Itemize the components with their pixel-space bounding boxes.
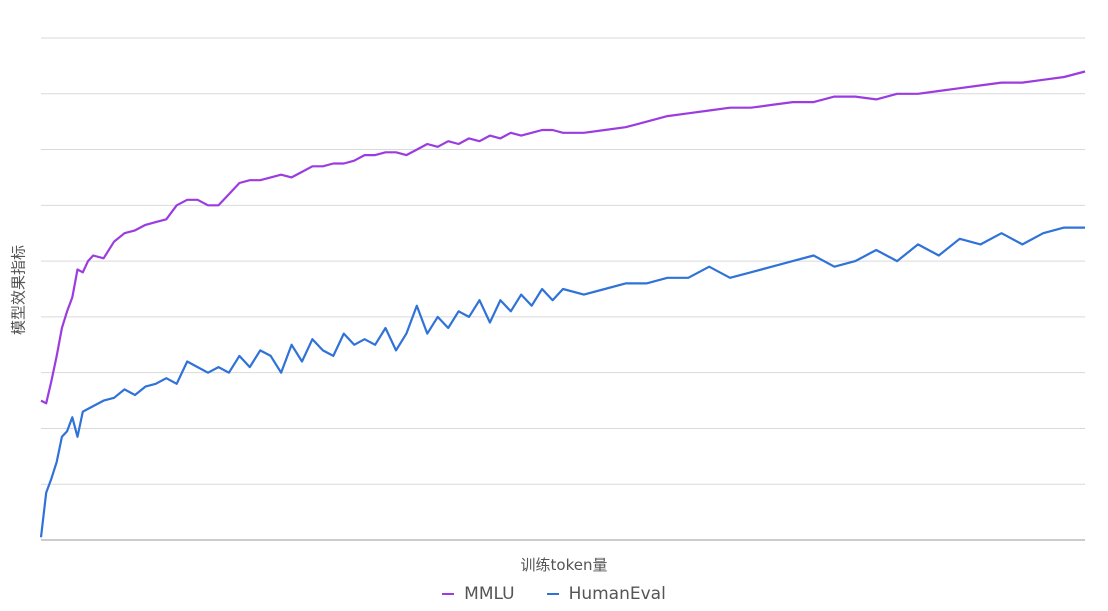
x-axis-title: 训练token量: [520, 556, 608, 574]
series-line-humaneval: [39, 226, 1085, 538]
legend-item-mmlu[interactable]: MMLU: [442, 584, 515, 604]
legend: MMLU HumanEval: [0, 584, 1108, 604]
legend-label-mmlu: MMLU: [464, 584, 515, 604]
series-line-mmlu: [40, 70, 1086, 405]
y-axis-title: 模型效果指标: [9, 244, 28, 336]
gridlines: [41, 37, 1085, 485]
series-layer: [39, 70, 1086, 538]
legend-item-humaneval[interactable]: HumanEval: [546, 584, 666, 604]
legend-swatch-mmlu: [442, 593, 455, 595]
legend-label-humaneval: HumanEval: [568, 584, 666, 604]
legend-swatch-humaneval: [546, 593, 559, 595]
